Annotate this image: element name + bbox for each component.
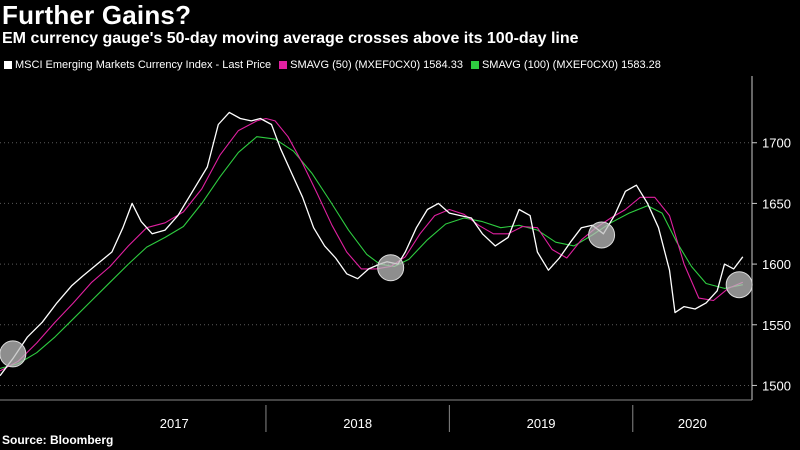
chart-title: Further Gains? (2, 0, 192, 30)
legend: MSCI Emerging Markets Currency Index - L… (4, 59, 661, 71)
legend-item-price: MSCI Emerging Markets Currency Index - L… (4, 59, 271, 71)
crossover-marker-1 (0, 340, 27, 368)
y-tick-label-1600: 1600 (762, 257, 791, 272)
x-tick-label-2020: 2020 (678, 416, 707, 431)
legend-label-price: MSCI Emerging Markets Currency Index - L… (15, 59, 272, 71)
crossover-marker-4 (725, 271, 753, 299)
x-tick-label-2018: 2018 (343, 416, 372, 431)
legend-label-sma100: SMAVG (100) (MXEF0CX0) 1583.28 (481, 59, 661, 71)
chart-subtitle: EM currency gauge's 50-day moving averag… (2, 30, 579, 47)
crossover-marker-3 (588, 221, 616, 249)
legend-label-sma50: SMAVG (50) (MXEF0CX0) 1584.33 (290, 59, 463, 71)
x-tick-label-2019: 2019 (527, 416, 556, 431)
y-tick-label-1500: 1500 (762, 378, 791, 393)
x-tick-label-2017: 2017 (160, 416, 189, 431)
legend-swatch-price-icon (4, 61, 12, 69)
legend-swatch-sma100-icon (470, 61, 479, 69)
y-tick-label-1550: 1550 (762, 318, 791, 333)
y-tick-label-1700: 1700 (762, 136, 791, 151)
crossover-marker-2 (377, 254, 405, 282)
source-note: Source: Bloomberg (2, 433, 114, 447)
legend-item-sma100: SMAVG (100) (MXEF0CX0) 1583.28 (470, 59, 661, 71)
series-price-line (0, 111, 744, 377)
y-tick-label-1650: 1650 (762, 196, 791, 211)
series-sma50-line (0, 117, 744, 372)
legend-swatch-sma50-icon (279, 61, 288, 69)
legend-item-sma50: SMAVG (50) (MXEF0CX0) 1584.33 (279, 59, 463, 71)
